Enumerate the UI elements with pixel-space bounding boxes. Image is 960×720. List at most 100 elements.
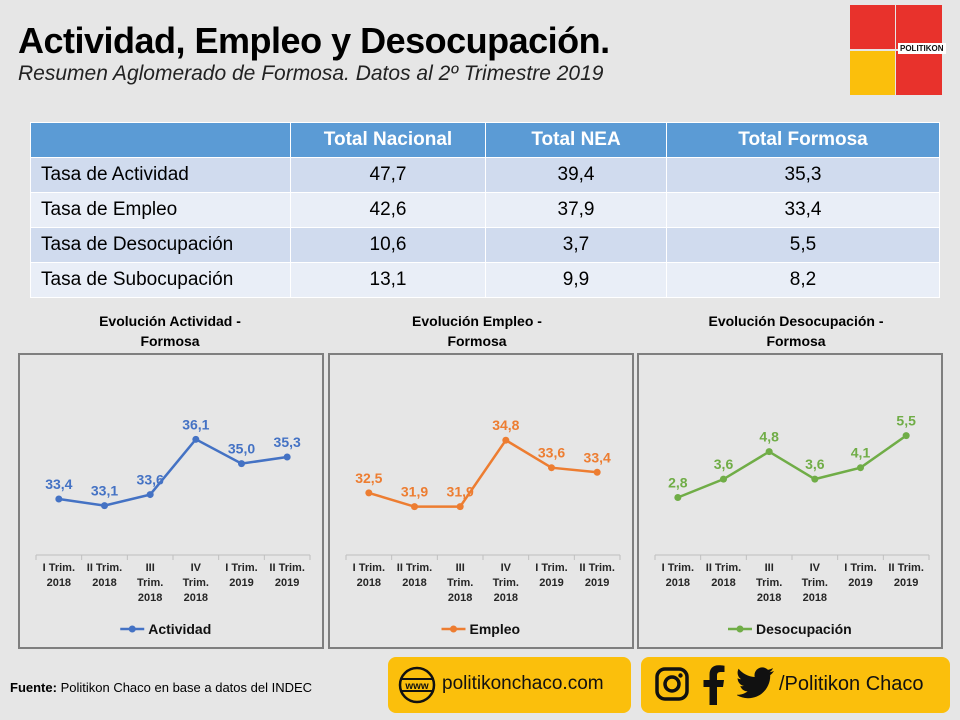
x-tick-label: IV Trim. 2018 [802,562,828,604]
data-point [502,436,510,444]
data-point [411,503,418,511]
data-label: 32,5 [355,470,382,486]
row-label: Tasa de Actividad [30,157,291,193]
data-point [55,495,63,503]
data-point [365,489,373,497]
x-tick-label: III Trim. 2018 [137,562,163,604]
social-handle[interactable]: /Politikon Chaco [779,673,924,695]
table-cell: 3,7 [485,227,667,263]
www-globe-icon: www [398,666,436,704]
svg-text:www: www [404,681,429,692]
data-label: 31,9 [447,484,474,500]
table-header-row: Total Nacional Total NEA Total Formosa [30,122,940,158]
x-tick-label: II Trim. 2018 [706,562,741,589]
table-cell: 33,4 [666,192,940,228]
social-badge[interactable]: /Politikon Chaco [641,657,950,713]
twitter-icon[interactable] [737,667,775,701]
data-label: 35,3 [274,434,301,450]
series-line [677,434,907,499]
chart-desocupacion: I Trim. 2018 II Trim. 2018 III Trim. 2018 IV Tri… [654,413,930,637]
source-note: Fuente: Politikon Chaco en base a datos … [10,680,312,695]
table-cell: 47,7 [290,157,486,193]
x-tick-label: I Trim. 2019 [535,562,567,589]
x-tick-label: II Trim. 2019 [579,562,614,589]
data-point [811,475,819,483]
facebook-icon[interactable] [703,665,725,705]
page-title: Actividad, Empleo y Desocupación. [18,20,610,61]
source-text: Politikon Chaco en base a datos del INDE… [56,680,313,695]
table-row: Tasa de Actividad 47,7 39,4 35,3 [30,157,940,193]
x-tick-label: II Trim. 2018 [397,562,432,589]
data-label: 34,8 [492,417,519,433]
x-tick-label: II Trim. 2018 [87,562,122,589]
chart-panel-empleo: I Trim. 2018 II Trim. 2018 III Trim. 2018 IV Tri… [328,353,634,649]
summary-table: Total Nacional Total NEA Total Formosa T… [30,122,940,298]
chart-title-line: Formosa [140,333,200,349]
data-label: 3,6 [805,456,825,472]
data-label: 3,6 [714,456,734,472]
legend-marker [450,625,457,633]
data-point [238,460,245,468]
table-cell: 9,9 [485,262,667,298]
x-tick-label: IV Trim. 2018 [183,562,209,604]
legend-marker [736,625,744,633]
data-point [857,464,864,472]
table-row: Tasa de Empleo 42,6 37,9 33,4 [30,192,940,228]
website-badge[interactable]: www politikonchaco.com [388,657,631,713]
legend-marker [128,625,136,633]
row-label: Tasa de Subocupación [30,262,291,298]
x-tick-label: I Trim. 2019 [844,562,876,589]
table-cell: 37,9 [485,192,667,228]
chart-empleo: I Trim. 2018 II Trim. 2018 III Trim. 2018 IV Tri… [345,417,621,637]
chart-panel-actividad: I Trim. 2018 II Trim. 2018 III Trim. 2018 IV Tri… [18,353,324,649]
table-header-cell: Total Formosa [666,122,940,158]
chart-actividad: I Trim. 2018 II Trim. 2018 III Trim. 2018 IV Tri… [35,416,311,637]
data-label: 33,4 [584,449,611,465]
data-point [456,503,464,511]
data-label: 2,8 [668,474,688,490]
x-tick-label: I Trim. 2019 [225,562,257,589]
data-label: 33,1 [91,483,118,499]
table-cell: 42,6 [290,192,486,228]
legend-label: Actividad [148,621,211,637]
data-label: 33,4 [45,476,72,492]
x-tick-label: II Trim. 2019 [888,562,923,589]
data-label: 4,8 [759,429,779,445]
x-tick-label: III Trim. 2018 [756,562,782,604]
data-label: 5,5 [896,413,916,429]
data-point [101,502,108,510]
chart-panel-desocupacion: I Trim. 2018 II Trim. 2018 III Trim. 2018 IV Tri… [637,353,943,649]
chart-title-empleo: Evolución Empleo - Formosa [327,311,627,351]
data-point [765,448,773,456]
chart-title-desocupacion: Evolución Desocupación - Formosa [646,311,946,351]
series-line [58,437,288,507]
table-cell: 35,3 [666,157,940,193]
x-tick-label: I Trim. 2018 [662,562,694,589]
table-header-cell [30,122,291,158]
table-header-cell: Total Nacional [290,122,486,158]
table-cell: 8,2 [666,262,940,298]
table-row: Tasa de Desocupación 10,6 3,7 5,5 [30,227,940,263]
legend-label: Empleo [470,621,521,637]
page-subtitle: Resumen Aglomerado de Formosa. Datos al … [18,62,604,85]
data-label: 31,9 [401,484,428,500]
data-point [548,464,555,472]
chart-title-line: Evolución Desocupación - [708,313,884,329]
instagram-icon[interactable] [655,667,689,701]
data-point [902,432,910,440]
data-label: 33,6 [538,445,565,461]
data-label: 36,1 [182,416,209,432]
data-point [674,493,682,501]
chart-title-line: Evolución Actividad - [99,313,241,329]
data-point [283,453,291,461]
chart-title-actividad: Evolución Actividad - Formosa [20,311,320,351]
x-tick-label: IV Trim. 2018 [493,562,519,604]
data-label: 35,0 [228,441,255,457]
data-point [720,475,727,483]
data-label: 4,1 [851,445,871,461]
row-label: Tasa de Empleo [30,192,291,228]
source-label: Fuente: [10,680,57,695]
table-header-cell: Total NEA [485,122,667,158]
website-link[interactable]: politikonchaco.com [442,673,604,694]
data-point [192,435,200,443]
